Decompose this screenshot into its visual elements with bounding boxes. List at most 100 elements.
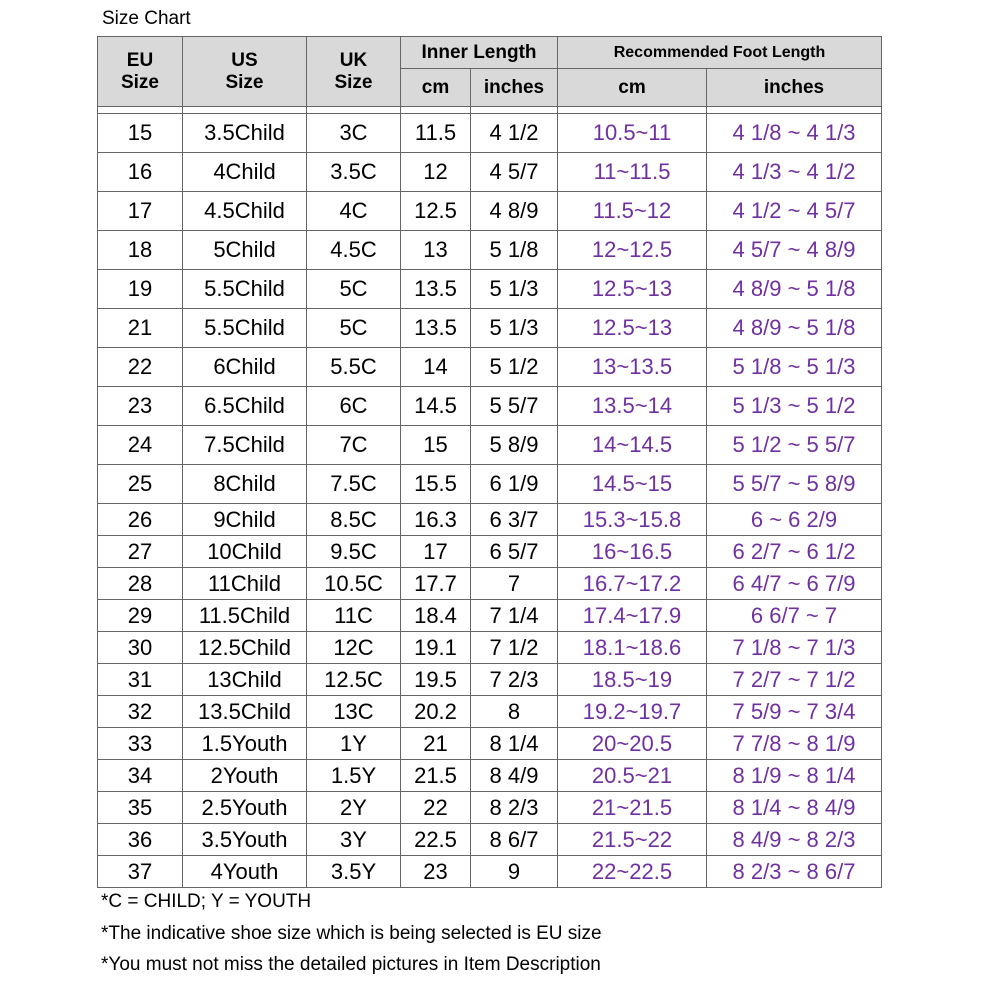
header-us-size: US Size — [182, 36, 307, 107]
cell-rec-cm: 13.5~14 — [557, 386, 707, 426]
cell-us-size: 13Child — [182, 663, 307, 696]
cell-inner-inches: 5 5/7 — [470, 386, 558, 426]
cell-us-size: 8Child — [182, 464, 307, 504]
note-eu-size: *The indicative shoe size which is being… — [101, 922, 602, 944]
cell-us-size: 10Child — [182, 535, 307, 568]
cell-rec-inches: 8 1/9 ~ 8 1/4 — [706, 759, 882, 792]
cell-rec-cm: 19.2~19.7 — [557, 695, 707, 728]
header-rec-inches: inches — [706, 68, 882, 107]
cell-eu-size: 27 — [97, 535, 183, 568]
cell-inner-cm: 13.5 — [400, 308, 471, 348]
cell-us-size: 3.5Youth — [182, 823, 307, 856]
cell-rec-inches: 7 1/8 ~ 7 1/3 — [706, 631, 882, 664]
cell-rec-cm: 16~16.5 — [557, 535, 707, 568]
cell-us-size: 5.5Child — [182, 308, 307, 348]
cell-uk-size: 8.5C — [306, 503, 401, 536]
cell-uk-size: 4.5C — [306, 230, 401, 270]
cell-inner-cm: 19.5 — [400, 663, 471, 696]
cell-uk-size: 5C — [306, 269, 401, 309]
table-row: 32 13.5Child 13C 20.2 8 19.2~19.7 7 5/9 ~ 7 3/… — [97, 695, 882, 728]
cell-uk-size: 12.5C — [306, 663, 401, 696]
cell-inner-cm: 12.5 — [400, 191, 471, 231]
cell-rec-cm: 10.5~11 — [557, 113, 707, 153]
cell-inner-inches: 8 — [470, 695, 558, 728]
cell-inner-cm: 15.5 — [400, 464, 471, 504]
table-row: 34 2Youth 1.5Y 21.5 8 4/9 20.5~21 8 1/9 ~ 8 1/… — [97, 759, 882, 792]
cell-eu-size: 25 — [97, 464, 183, 504]
cell-us-size: 2.5Youth — [182, 791, 307, 824]
header-eu-size: EU Size — [97, 36, 183, 107]
cell-rec-cm: 13~13.5 — [557, 347, 707, 387]
cell-rec-cm: 16.7~17.2 — [557, 567, 707, 600]
cell-inner-inches: 5 1/3 — [470, 269, 558, 309]
table-row: 25 8Child 7.5C 15.5 6 1/9 14.5~15 5 5/7 ~ 5 8/… — [97, 464, 882, 504]
cell-us-size: 4Youth — [182, 855, 307, 888]
cell-inner-inches: 8 4/9 — [470, 759, 558, 792]
cell-uk-size: 9.5C — [306, 535, 401, 568]
cell-inner-inches: 7 1/2 — [470, 631, 558, 664]
cell-eu-size: 31 — [97, 663, 183, 696]
table-row: 18 5Child 4.5C 13 5 1/8 12~12.5 4 5/7 ~ 4 8/9 — [97, 230, 882, 270]
cell-uk-size: 1.5Y — [306, 759, 401, 792]
cell-eu-size: 19 — [97, 269, 183, 309]
table-row: 16 4Child 3.5C 12 4 5/7 11~11.5 4 1/3 ~ 4 1/2 — [97, 152, 882, 192]
notes: *C = CHILD; Y = YOUTH *The indicative sh… — [101, 886, 602, 981]
table-row: 28 11Child 10.5C 17.7 7 16.7~17.2 6 4/7 ~ 6 7/… — [97, 567, 882, 600]
cell-inner-inches: 8 1/4 — [470, 727, 558, 760]
cell-rec-inches: 4 8/9 ~ 5 1/8 — [706, 308, 882, 348]
cell-inner-cm: 13 — [400, 230, 471, 270]
cell-rec-inches: 7 5/9 ~ 7 3/4 — [706, 695, 882, 728]
cell-rec-inches: 4 1/8 ~ 4 1/3 — [706, 113, 882, 153]
cell-inner-inches: 5 1/2 — [470, 347, 558, 387]
cell-rec-inches: 8 4/9 ~ 8 2/3 — [706, 823, 882, 856]
cell-rec-inches: 7 2/7 ~ 7 1/2 — [706, 663, 882, 696]
cell-eu-size: 33 — [97, 727, 183, 760]
cell-rec-inches: 6 6/7 ~ 7 — [706, 599, 882, 632]
cell-us-size: 4Child — [182, 152, 307, 192]
cell-inner-inches: 5 8/9 — [470, 425, 558, 465]
table-row: 21 5.5Child 5C 13.5 5 1/3 12.5~13 4 8/9 ~ 5 1/… — [97, 308, 882, 348]
cell-rec-inches: 6 4/7 ~ 6 7/9 — [706, 567, 882, 600]
cell-us-size: 11.5Child — [182, 599, 307, 632]
cell-inner-cm: 15 — [400, 425, 471, 465]
cell-eu-size: 29 — [97, 599, 183, 632]
cell-uk-size: 5C — [306, 308, 401, 348]
cell-rec-inches: 8 1/4 ~ 8 4/9 — [706, 791, 882, 824]
cell-inner-cm: 22 — [400, 791, 471, 824]
cell-uk-size: 12C — [306, 631, 401, 664]
size-chart-table: EU Size US Size UK Size Inner Length Recomm… — [97, 36, 882, 888]
cell-inner-cm: 23 — [400, 855, 471, 888]
header-uk-size: UK Size — [306, 36, 401, 107]
cell-uk-size: 7C — [306, 425, 401, 465]
cell-uk-size: 3.5C — [306, 152, 401, 192]
size-chart-title: Size Chart — [102, 8, 191, 29]
cell-inner-cm: 17.7 — [400, 567, 471, 600]
cell-rec-cm: 17.4~17.9 — [557, 599, 707, 632]
cell-rec-inches: 7 7/8 ~ 8 1/9 — [706, 727, 882, 760]
cell-eu-size: 28 — [97, 567, 183, 600]
spacer-row — [97, 106, 882, 114]
header-inner-inches: inches — [470, 68, 558, 107]
cell-rec-cm: 12.5~13 — [557, 269, 707, 309]
cell-rec-inches: 5 1/2 ~ 5 5/7 — [706, 425, 882, 465]
size-rows: 15 3.5Child 3C 11.5 4 1/2 10.5~11 4 1/8 ~ 4 1/… — [97, 106, 882, 888]
table-row: 36 3.5Youth 3Y 22.5 8 6/7 21.5~22 8 4/9 ~ 8 2/… — [97, 823, 882, 856]
cell-rec-inches: 4 1/2 ~ 4 5/7 — [706, 191, 882, 231]
cell-inner-inches: 6 5/7 — [470, 535, 558, 568]
table-row: 30 12.5Child 12C 19.1 7 1/2 18.1~18.6 7 1/8 ~ … — [97, 631, 882, 664]
cell-us-size: 1.5Youth — [182, 727, 307, 760]
cell-us-size: 13.5Child — [182, 695, 307, 728]
cell-rec-inches: 4 8/9 ~ 5 1/8 — [706, 269, 882, 309]
table-row: 24 7.5Child 7C 15 5 8/9 14~14.5 5 1/2 ~ 5 5/7 — [97, 425, 882, 465]
cell-us-size: 2Youth — [182, 759, 307, 792]
cell-uk-size: 4C — [306, 191, 401, 231]
table-row: 37 4Youth 3.5Y 23 9 22~22.5 8 2/3 ~ 8 6/7 — [97, 855, 882, 888]
header-rec-cm: cm — [557, 68, 707, 107]
cell-rec-inches: 8 2/3 ~ 8 6/7 — [706, 855, 882, 888]
cell-rec-cm: 14~14.5 — [557, 425, 707, 465]
cell-us-size: 6.5Child — [182, 386, 307, 426]
cell-uk-size: 3C — [306, 113, 401, 153]
cell-us-size: 12.5Child — [182, 631, 307, 664]
cell-inner-cm: 22.5 — [400, 823, 471, 856]
cell-eu-size: 32 — [97, 695, 183, 728]
